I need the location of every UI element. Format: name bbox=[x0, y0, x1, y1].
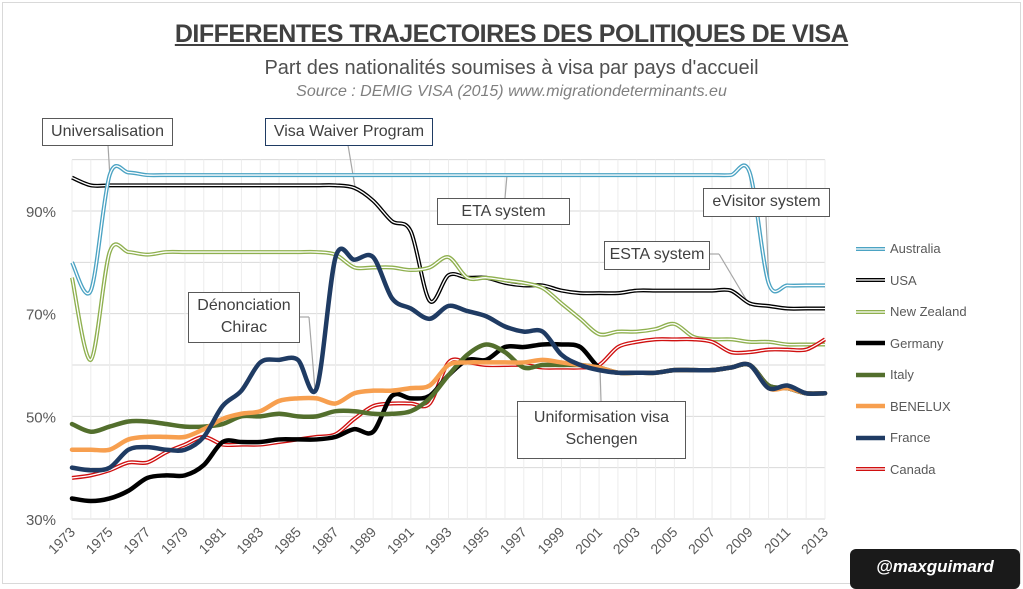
x-tick-label: 1987 bbox=[308, 524, 341, 557]
x-tick-label: 1995 bbox=[459, 524, 492, 557]
x-tick-label: 1999 bbox=[534, 524, 567, 557]
legend-item-canada: Canada bbox=[855, 461, 1015, 481]
legend-label: BENELUX bbox=[890, 398, 951, 414]
legend-swatch bbox=[856, 435, 885, 440]
y-tick-label: 70% bbox=[26, 307, 56, 324]
annotation-leader-line bbox=[765, 216, 770, 286]
series-line-inner-canada bbox=[71, 338, 826, 479]
annotation-denonciation-chirac: Dénonciation Chirac bbox=[188, 292, 300, 343]
chart-subtitle: Part des nationalités soumises à visa pa… bbox=[264, 57, 759, 79]
annotation-leader-line bbox=[347, 144, 356, 188]
legend-item-france: France bbox=[855, 429, 1015, 449]
legend-swatch bbox=[856, 372, 885, 377]
x-tick-label: 1975 bbox=[82, 524, 115, 557]
annotation-text: Universalisation bbox=[51, 123, 164, 140]
x-tick-label: 1993 bbox=[421, 524, 454, 557]
x-tick-label: 1979 bbox=[158, 524, 191, 557]
x-tick-label: 1985 bbox=[271, 524, 304, 557]
annotation-esta-system: ESTA system bbox=[604, 241, 710, 270]
annotation-evisitor-system: eVisitor system bbox=[703, 188, 830, 217]
legend-swatch bbox=[856, 340, 885, 346]
legend-swatch bbox=[856, 309, 885, 314]
annotation-leader-line bbox=[504, 174, 508, 199]
x-tick-label: 2011 bbox=[761, 524, 794, 557]
watermark: @maxguimard bbox=[850, 549, 1020, 589]
annotation-eta-system: ETA system bbox=[437, 198, 570, 225]
legend-swatch bbox=[856, 403, 885, 409]
annotation-leader-line bbox=[718, 253, 751, 307]
x-tick-label: 1991 bbox=[384, 524, 417, 557]
x-tick-label: 1989 bbox=[346, 524, 379, 557]
annotation-text: Visa Waiver Program bbox=[273, 123, 425, 140]
chart-title: DIFFERENTES TRAJECTOIRES DES POLITIQUES … bbox=[174, 20, 849, 48]
annotation-text: ESTA system bbox=[609, 246, 705, 263]
y-tick-label: 50% bbox=[26, 409, 56, 426]
x-tick-label: 2013 bbox=[798, 524, 831, 557]
legend-label: Italy bbox=[890, 367, 914, 383]
annotation-leader-line bbox=[308, 316, 316, 391]
legend-swatch bbox=[856, 467, 885, 472]
legend-label: New Zealand bbox=[890, 304, 967, 320]
x-tick-label: 2005 bbox=[647, 524, 680, 557]
annotation-text: Uniformisation visa bbox=[533, 409, 670, 426]
annotation-leader-line bbox=[599, 367, 602, 402]
legend-swatch bbox=[856, 246, 885, 251]
annotation-text: ETA system bbox=[461, 203, 546, 220]
legend-label: USA bbox=[890, 272, 917, 288]
annotation-uniformisation-schengen: Uniformisation visa Schengen bbox=[517, 401, 686, 459]
legend-item-italy: Italy bbox=[855, 366, 1015, 386]
annotation-text: Chirac bbox=[220, 319, 268, 336]
series-line-inner-australia bbox=[71, 164, 825, 295]
legend-label: Germany bbox=[890, 335, 944, 351]
x-tick-label: 1977 bbox=[120, 524, 153, 557]
annotation-universalisation: Universalisation bbox=[42, 118, 173, 146]
legend-label: Canada bbox=[890, 461, 936, 477]
legend-item-new-zealand: New Zealand bbox=[855, 303, 1015, 323]
x-tick-label: 1997 bbox=[497, 524, 530, 557]
annotation-text: Dénonciation bbox=[197, 297, 291, 314]
x-tick-label: 2001 bbox=[572, 524, 605, 557]
x-tick-label: 1981 bbox=[195, 524, 228, 557]
legend-item-usa: USA bbox=[855, 272, 1015, 292]
x-tick-label: 2007 bbox=[685, 524, 718, 557]
series-line-france bbox=[69, 246, 828, 473]
x-tick-label: 2003 bbox=[610, 524, 643, 557]
y-tick-label: 90% bbox=[26, 204, 56, 221]
x-tick-label: 1983 bbox=[233, 524, 266, 557]
legend-item-benelux: BENELUX bbox=[855, 398, 1015, 418]
annotation-visa-waiver-program: Visa Waiver Program bbox=[265, 118, 433, 146]
chart-source: Source : DEMIG VISA (2015) www.migration… bbox=[296, 83, 727, 100]
legend-swatch bbox=[856, 278, 885, 283]
annotation-text: eVisitor system bbox=[712, 193, 821, 210]
legend-item-germany: Germany bbox=[855, 335, 1015, 355]
legend-label: France bbox=[890, 430, 931, 446]
legend-label: Australia bbox=[890, 241, 941, 257]
legend-item-australia: Australia bbox=[855, 240, 1015, 260]
series-line-inner-usa bbox=[71, 177, 825, 310]
y-tick-label: 30% bbox=[26, 512, 56, 529]
x-tick-label: 2009 bbox=[722, 524, 755, 557]
annotation-text: Schengen bbox=[565, 431, 638, 448]
